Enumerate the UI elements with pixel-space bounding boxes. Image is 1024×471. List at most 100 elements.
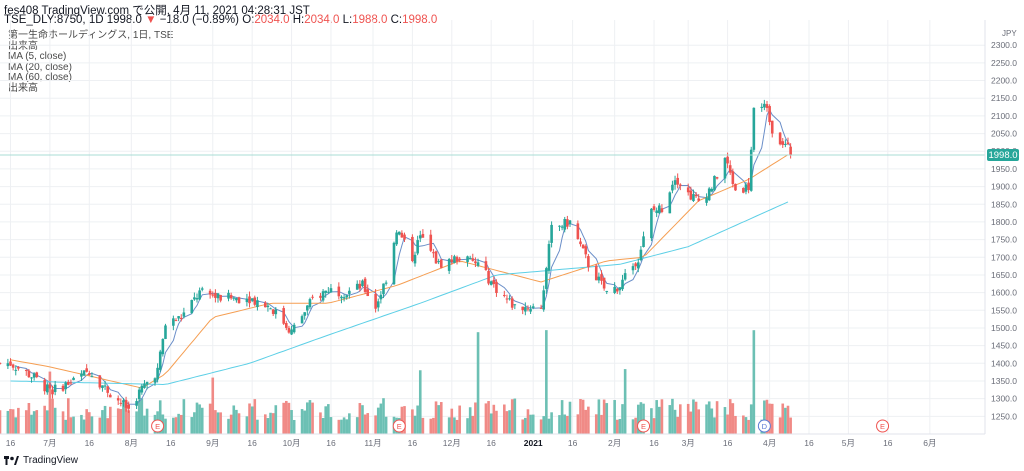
volume-bar [789,417,792,434]
candle-body [763,103,766,108]
volume-bar [618,418,622,434]
candle-body [584,246,588,255]
candle-body [613,286,616,293]
price-tick-label: 1400.0 [991,358,1017,368]
candle-body [679,184,682,186]
candle-body [418,235,422,239]
event-marker[interactable]: E [637,419,651,433]
candle-body [726,156,729,164]
legend-title[interactable]: 第一生命ホールディングス, 1日, TSE [8,30,174,41]
ma20-line [10,154,789,389]
volume-bar [539,419,543,434]
candle-body [689,190,693,200]
volume-bar [529,414,532,434]
candle-body [366,289,370,297]
candle-body [274,309,278,315]
candle-body [784,143,787,145]
candle-body [447,259,451,271]
volume-bar [455,419,459,434]
volume-bar [14,417,18,434]
volume-bar [308,400,312,434]
volume-bar [547,418,551,434]
volume-bar [69,417,73,434]
candle-body [639,249,643,260]
volume-bar [411,409,414,434]
legend-volume[interactable]: 出来高 [8,40,38,52]
currency-label: JPY [1002,29,1017,38]
event-marker[interactable]: E [151,419,165,433]
candle-body [587,256,590,268]
last-price-tag-text: 1998.0 [988,150,1017,161]
candle-body [109,394,112,398]
candle-body [568,220,572,224]
volume-bar [64,419,67,434]
volume-bar [416,405,419,434]
volume-bar [579,399,582,434]
volume-bar [53,407,57,434]
volume-bar [127,410,131,434]
candle-body [308,299,312,308]
last-price-tag: 1998.0 [987,149,1019,161]
candle-body [468,257,472,260]
volume-bar [103,405,107,434]
legend-ma20[interactable]: MA (20, close) [8,61,72,73]
candle-body [749,149,753,191]
candle-body [232,297,236,299]
volume-bar [524,417,527,434]
candle-body [697,198,700,201]
volume-bar [211,377,215,434]
volume-bar [487,401,490,434]
volume-bar [747,419,750,434]
volume-bar [235,409,238,434]
candle-body [211,294,215,296]
volume-bar [327,404,330,434]
candle-body [122,400,125,402]
volume-bar [710,408,714,434]
candle-body [69,382,73,384]
legend-volume-2[interactable]: 出来高 [8,82,38,94]
candle-body [216,293,220,299]
volume-bar [563,414,567,434]
candle-body [400,232,404,238]
volume-bar [366,413,370,434]
price-tick-label: 1300.0 [991,394,1017,404]
candle-body [521,306,525,311]
volume-bar [652,418,656,434]
candle-body [416,240,419,254]
volume-bar [763,400,766,434]
price-tick-label: 2300.0 [991,40,1017,50]
candle-body [421,233,425,238]
candle-body [229,295,233,299]
candle-body [14,369,18,371]
price-tick-label: 1600.0 [991,288,1017,298]
volume-bar [742,415,745,434]
volume-bar [594,414,598,434]
candle-body [668,192,672,214]
legend-ma60[interactable]: MA (60, close) [8,72,72,84]
legend-ma5[interactable]: MA (5, close) [8,51,67,63]
event-marker[interactable]: D [757,419,771,433]
price-tick-label: 2100.0 [991,111,1017,121]
volume-bar [172,417,175,434]
price-tick-label: 1950.0 [991,164,1017,174]
close-label: C: [390,14,403,26]
event-marker[interactable]: E [876,419,890,433]
volume-bar [492,404,496,434]
volume-bar [227,418,230,434]
candle-body [455,256,459,262]
volume-bar [560,400,564,434]
volume-bar [374,415,377,434]
candle-body [263,302,267,308]
volume-bar [245,416,249,434]
volume-bar [119,409,123,434]
volume-bar [250,406,254,434]
time-tick-label: 4月 [763,438,776,448]
event-marker[interactable]: E [392,419,406,433]
tradingview-logo-icon [4,456,19,465]
volume-bar [363,414,367,434]
candle-body [198,290,201,300]
volume-bar [88,412,91,434]
time-tick-label: 16 [326,438,336,448]
volume-bar [61,411,65,434]
